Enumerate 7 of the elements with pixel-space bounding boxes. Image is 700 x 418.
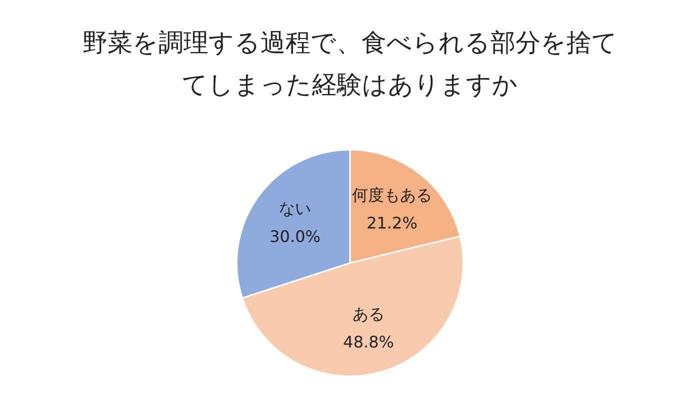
slice-label: 何度もある: [352, 186, 432, 205]
data-label: 30.0%: [270, 227, 320, 246]
chart-title: 野菜を調理する過程で、食べられる部分を捨ててしまった経験はありますか: [82, 27, 618, 101]
data-label: 48.8%: [343, 332, 394, 352]
data-label: 21.2%: [366, 214, 418, 233]
slice-label: ない: [279, 199, 312, 218]
slice-label: ある: [352, 304, 385, 324]
